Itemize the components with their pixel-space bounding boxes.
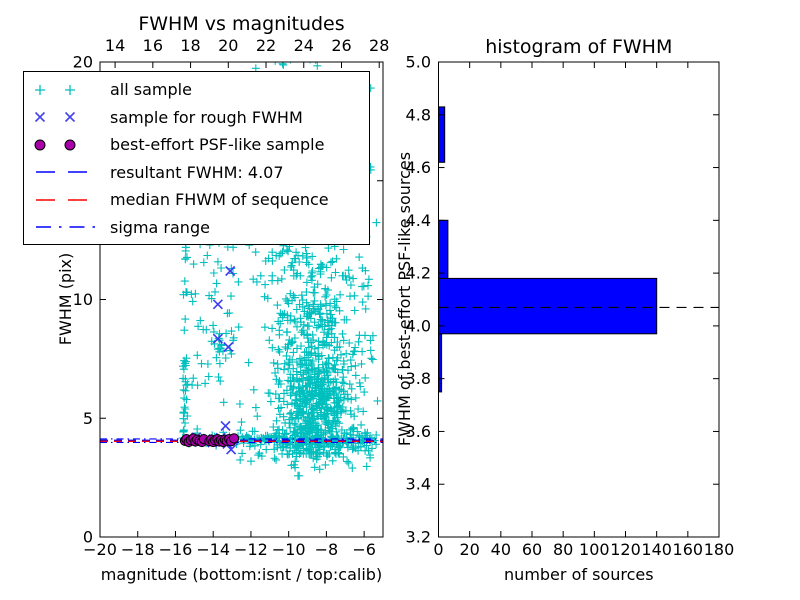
scatter-psf-sample-point: [228, 433, 240, 444]
dashed-line-icon: [36, 198, 96, 201]
tick-label: 5.0: [406, 53, 431, 72]
legend: all sample sample for rough FWHM best-ef…: [23, 71, 370, 245]
legend-label: median FHWM of sequence: [110, 190, 329, 210]
tick-label: 0: [83, 528, 93, 547]
generated-plot-content: −20 −18 −16 −14 −12 −10 −8 −6 14 16 18 20 22 24 26 28 0 5…: [73, 36, 735, 559]
tick-label: 3.4: [406, 475, 431, 494]
tick-label: −14: [196, 540, 230, 559]
right-plot-title: histogram of FWHM: [485, 36, 672, 58]
legend-item-all-sample: all sample: [24, 76, 369, 104]
tick-label: 4.6: [406, 158, 431, 177]
tick-label: 4.0: [406, 316, 431, 335]
plus-marker-icon: [35, 84, 75, 95]
right-x-axis-label: number of sources: [504, 565, 654, 584]
legend-label: sample for rough FWHM: [110, 107, 303, 127]
legend-item-resultant-fwhm: resultant FWHM: 4.07: [24, 159, 369, 187]
left-x-axis-label: magnitude (bottom:isnt / top:calib): [101, 565, 382, 584]
tick-label: 140: [641, 540, 672, 559]
circle-marker-icon: [34, 139, 76, 151]
left-y-axis-label: FWHM (pix): [56, 253, 75, 346]
tick-label: 3.2: [406, 528, 431, 547]
tick-label: 16: [143, 36, 163, 55]
tick-label: 4.2: [406, 264, 431, 283]
legend-label: resultant FWHM: 4.07: [110, 162, 284, 182]
legend-item-sigma-range: sigma range: [24, 214, 369, 242]
tick-label: 3.6: [406, 422, 431, 441]
tick-label: 160: [673, 540, 704, 559]
tick-label: 10: [73, 290, 93, 309]
x-marker-icon: [34, 112, 76, 123]
tick-label: 20: [459, 540, 479, 559]
tick-label: 18: [180, 36, 200, 55]
tick-label: 40: [491, 540, 511, 559]
right-y-axis-label: FWHM of best-effort PSF-like sources: [395, 152, 414, 446]
tick-label: 4.4: [406, 211, 431, 230]
histogram-bar: [438, 106, 446, 163]
tick-label: 0: [433, 540, 443, 559]
legend-label: sigma range: [110, 217, 210, 237]
tick-label: 60: [522, 540, 542, 559]
left-plot-title: FWHM vs magnitudes: [138, 13, 344, 35]
tick-label: 120: [610, 540, 641, 559]
tick-label: −8: [315, 540, 339, 559]
tick-label: 22: [256, 36, 276, 55]
tick-label: 28: [369, 36, 389, 55]
tick-label: 3.8: [406, 369, 431, 388]
dashed-line-icon: [36, 171, 96, 174]
tick-label: 80: [553, 540, 573, 559]
tick-label: −16: [159, 540, 193, 559]
tick-label: 20: [73, 53, 93, 72]
histogram-bar: [438, 277, 658, 335]
tick-label: 14: [105, 36, 125, 55]
tick-label: −10: [272, 540, 306, 559]
tick-label: 5: [83, 409, 93, 428]
tick-label: 100: [579, 540, 610, 559]
tick-label: 180: [704, 540, 735, 559]
legend-item-psf-sample: best-effort PSF-like sample: [24, 131, 369, 159]
legend-label: best-effort PSF-like sample: [110, 135, 325, 155]
legend-item-rough-fwhm: sample for rough FWHM: [24, 104, 369, 132]
tick-label: 26: [331, 36, 351, 55]
tick-label: 24: [294, 36, 314, 55]
tick-label: −12: [234, 540, 268, 559]
dash-dot-line-icon: [36, 226, 96, 228]
tick-label: 4.8: [406, 105, 431, 124]
tick-label: −20: [83, 540, 117, 559]
right-plot-frame: [438, 61, 720, 538]
tick-label: −6: [352, 540, 376, 559]
tick-label: −18: [121, 540, 155, 559]
legend-label: all sample: [110, 80, 192, 100]
tick-label: 20: [218, 36, 238, 55]
legend-item-median-fhwm: median FHWM of sequence: [24, 186, 369, 214]
histogram-bar: [438, 219, 449, 279]
